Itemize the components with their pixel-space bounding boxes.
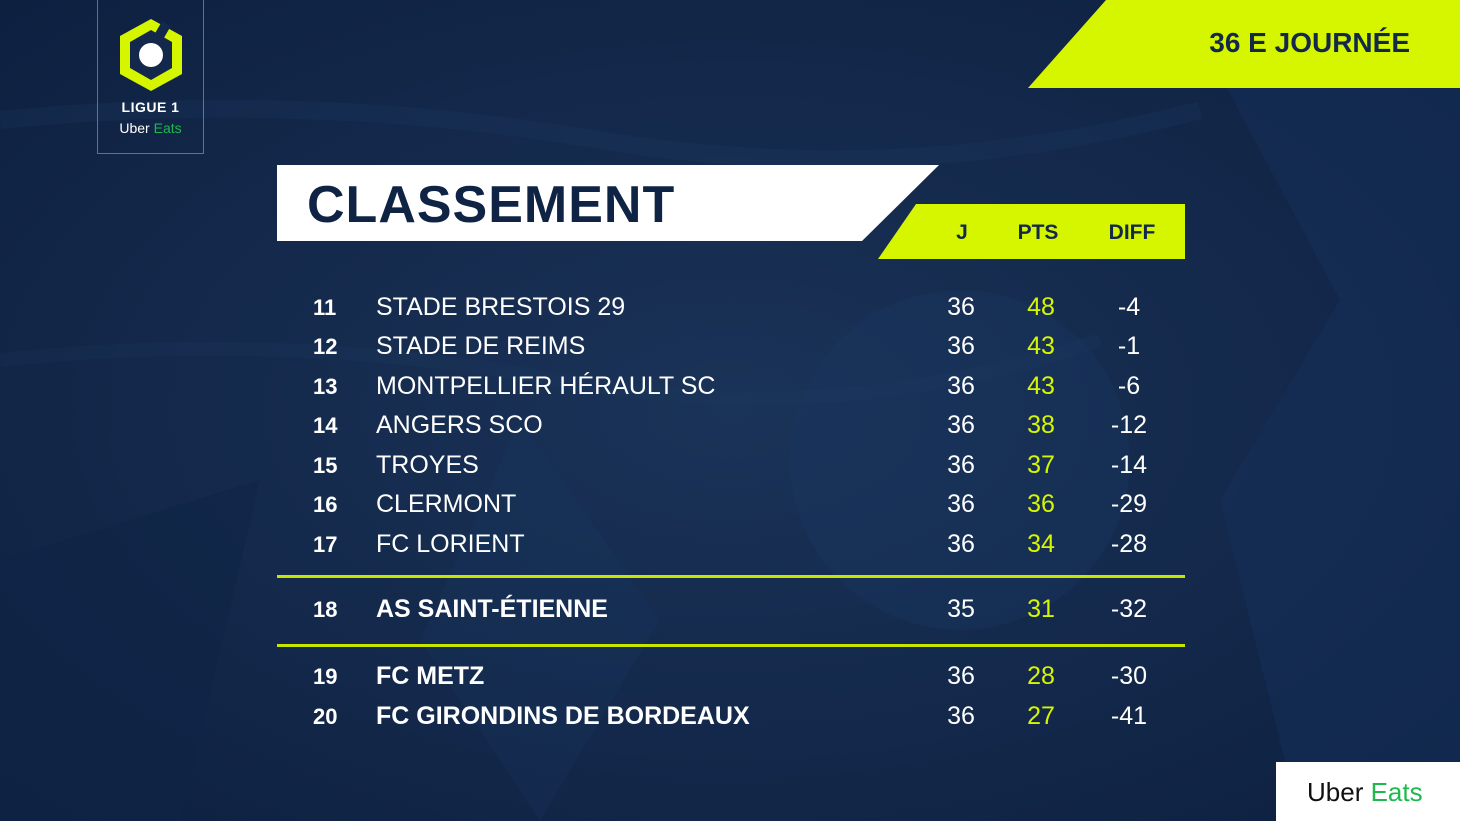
row-played: 36 — [947, 332, 975, 360]
page-title: CLASSEMENT — [307, 176, 676, 234]
row-rank: 14 — [313, 413, 338, 438]
logo-sponsor: Uber Eats — [98, 120, 203, 136]
row-rank: 17 — [313, 532, 338, 557]
row-team: FC GIRONDINS DE BORDEAUX — [376, 702, 750, 730]
row-team: FC METZ — [376, 662, 485, 690]
row-played: 36 — [947, 451, 975, 479]
row-diff: -28 — [1110, 530, 1148, 558]
row-points: 43 — [1027, 332, 1055, 360]
logo-title: LIGUE 1 — [121, 99, 180, 115]
column-diff: DIFF — [1108, 221, 1156, 244]
row-points: 48 — [1027, 293, 1055, 321]
row-played: 36 — [947, 702, 975, 730]
row-diff: -32 — [1110, 595, 1148, 623]
sponsor-eats: Eats — [1370, 777, 1423, 807]
row-rank: 15 — [313, 453, 338, 478]
row-points: 36 — [1027, 490, 1055, 518]
row-played: 35 — [947, 595, 975, 623]
row-team: TROYES — [376, 451, 479, 479]
playoff-separator — [277, 575, 1185, 578]
row-points: 31 — [1027, 595, 1055, 623]
table-row: 14 ANGERS SCO 36 38 -12 — [277, 405, 1185, 445]
logo-sponsor-uber: Uber — [119, 120, 150, 136]
column-played: J — [956, 221, 968, 244]
table-row: 16 CLERMONT 36 36 -29 — [277, 484, 1185, 524]
league-logo: LIGUE 1 Uber Eats — [97, 0, 204, 154]
table-row: 20 FC GIRONDINS DE BORDEAUX 36 27 -41 — [277, 696, 1185, 736]
row-played: 36 — [947, 490, 975, 518]
row-points: 38 — [1027, 411, 1055, 439]
table-row: 12 STADE DE REIMS 36 43 -1 — [277, 326, 1185, 366]
row-diff: -14 — [1110, 451, 1148, 479]
matchday-label: 36 E JOURNÉE — [1209, 27, 1410, 58]
row-rank: 19 — [313, 664, 338, 689]
table-row: 13 MONTPELLIER HÉRAULT SC 36 43 -6 — [277, 366, 1185, 406]
row-played: 36 — [947, 293, 975, 321]
row-points: 34 — [1027, 530, 1055, 558]
row-rank: 11 — [313, 295, 337, 320]
title-card: CLASSEMENT — [277, 165, 939, 241]
relegation-separator — [277, 644, 1185, 647]
row-points: 43 — [1027, 372, 1055, 400]
row-points: 28 — [1027, 662, 1055, 690]
ligue1-logo-icon — [120, 19, 182, 91]
row-team: STADE DE REIMS — [376, 332, 586, 360]
sponsor-logo: Uber Eats — [1307, 777, 1423, 808]
row-rank: 12 — [313, 334, 338, 359]
sponsor-badge: Uber Eats — [1276, 762, 1460, 821]
row-rank: 18 — [313, 597, 338, 622]
row-points: 27 — [1027, 702, 1055, 730]
row-rank: 16 — [313, 492, 338, 517]
table-row: 19 FC METZ 36 28 -30 — [277, 656, 1185, 696]
row-team: AS SAINT-ÉTIENNE — [376, 595, 608, 623]
row-played: 36 — [947, 530, 975, 558]
row-diff: -4 — [1117, 293, 1141, 321]
table-row: 11 STADE BRESTOIS 29 36 48 -4 — [277, 287, 1185, 327]
row-diff: -30 — [1110, 662, 1148, 690]
row-diff: -12 — [1110, 411, 1148, 439]
matchday-banner: 36 E JOURNÉE — [1028, 0, 1460, 88]
row-rank: 20 — [313, 704, 338, 729]
row-diff: -29 — [1110, 490, 1148, 518]
row-points: 37 — [1027, 451, 1055, 479]
logo-sponsor-eats: Eats — [153, 120, 182, 136]
row-played: 36 — [947, 372, 975, 400]
table-row: 18 AS SAINT-ÉTIENNE 35 31 -32 — [277, 589, 1185, 629]
row-team: FC LORIENT — [376, 530, 525, 558]
column-points: PTS — [1017, 221, 1059, 244]
table-row: 15 TROYES 36 37 -14 — [277, 445, 1185, 485]
column-header: J PTS DIFF — [878, 204, 1185, 259]
table-row: 17 FC LORIENT 36 34 -28 — [277, 524, 1185, 564]
row-team: ANGERS SCO — [376, 411, 543, 439]
row-played: 36 — [947, 662, 975, 690]
row-rank: 13 — [313, 374, 338, 399]
row-team: STADE BRESTOIS 29 — [376, 293, 626, 321]
row-team: CLERMONT — [376, 490, 517, 518]
sponsor-uber: Uber — [1307, 777, 1364, 807]
row-diff: -41 — [1110, 702, 1148, 730]
row-diff: -6 — [1117, 372, 1141, 400]
row-played: 36 — [947, 411, 975, 439]
row-team: MONTPELLIER HÉRAULT SC — [376, 372, 716, 400]
row-diff: -1 — [1117, 332, 1141, 360]
